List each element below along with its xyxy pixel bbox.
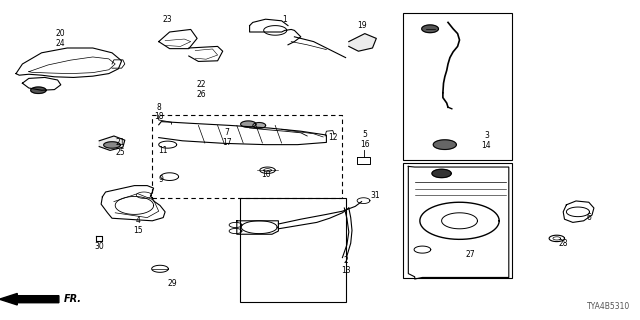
Polygon shape (253, 123, 266, 128)
Text: 11: 11 (159, 146, 168, 155)
Text: 29: 29 (168, 279, 178, 288)
Text: 10: 10 (260, 170, 271, 179)
Polygon shape (99, 136, 125, 150)
Text: 30: 30 (94, 242, 104, 251)
Polygon shape (31, 87, 46, 93)
Text: FR.: FR. (64, 294, 82, 304)
Text: 23: 23 (163, 15, 173, 24)
Text: 8
18: 8 18 (154, 103, 163, 121)
Text: 27: 27 (465, 250, 476, 259)
Polygon shape (104, 142, 120, 148)
Text: 21
25: 21 25 (115, 138, 125, 156)
Text: 5
16: 5 16 (360, 130, 370, 148)
Text: 9: 9 (159, 175, 164, 184)
Text: 6: 6 (586, 213, 591, 222)
Polygon shape (422, 25, 438, 33)
Bar (403, 13, 512, 160)
Text: 20
24: 20 24 (56, 29, 66, 48)
Text: 19: 19 (356, 21, 367, 30)
Polygon shape (349, 34, 376, 51)
Text: 22
26: 22 26 (196, 80, 207, 99)
Text: 4
15: 4 15 (132, 216, 143, 235)
Polygon shape (433, 140, 456, 149)
FancyArrow shape (0, 293, 59, 305)
Text: TYA4B5310: TYA4B5310 (587, 302, 630, 311)
Polygon shape (432, 169, 451, 178)
Text: 3
14: 3 14 (481, 132, 492, 150)
Text: 7
17: 7 17 (222, 128, 232, 147)
Bar (403, 163, 512, 278)
Text: 2
13: 2 13 (340, 256, 351, 275)
Text: 12: 12 (328, 133, 337, 142)
Bar (240, 198, 346, 302)
Text: 1: 1 (282, 15, 287, 24)
Polygon shape (241, 121, 256, 127)
Text: 31: 31 (371, 191, 381, 200)
Bar (152, 115, 342, 198)
Text: 28: 28 (559, 239, 568, 248)
